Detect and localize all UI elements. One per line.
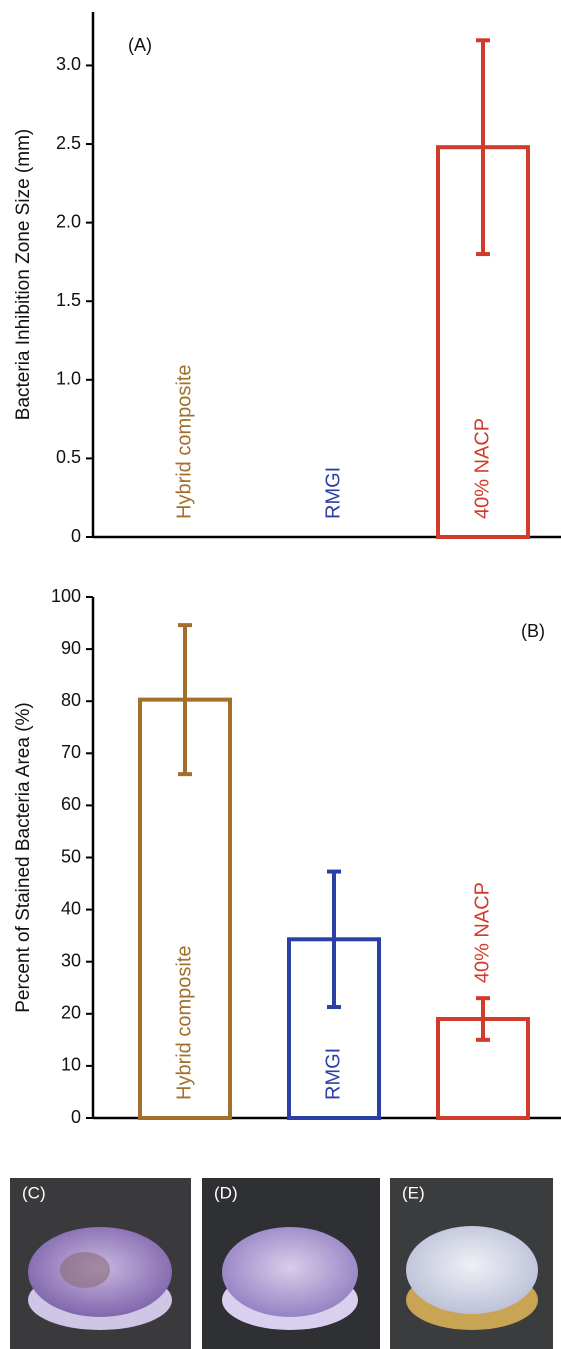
panel-label: (D) bbox=[214, 1183, 238, 1202]
panel-label: (E) bbox=[402, 1183, 425, 1202]
y-tick-label: 60 bbox=[61, 794, 81, 814]
y-tick-label: 2.5 bbox=[56, 133, 81, 153]
category-label: 40% NACP bbox=[471, 882, 493, 983]
category-label: Hybrid composite bbox=[173, 364, 195, 519]
y-tick-label: 1.0 bbox=[56, 369, 81, 389]
category-label: Hybrid composite bbox=[173, 945, 195, 1100]
y-tick-label: 0 bbox=[71, 526, 81, 546]
photo-e: (E) bbox=[390, 1178, 553, 1349]
y-tick-label: 1.5 bbox=[56, 290, 81, 310]
y-tick-label: 0 bbox=[71, 1107, 81, 1127]
photo-d: (D) bbox=[202, 1178, 380, 1349]
annotation: (B) bbox=[521, 621, 545, 641]
y-tick-label: 90 bbox=[61, 638, 81, 658]
y-tick-label: 70 bbox=[61, 742, 81, 762]
y-tick-label: 20 bbox=[61, 1003, 81, 1023]
y-tick-label: 2.0 bbox=[56, 211, 81, 231]
photo-c: (C) bbox=[10, 1178, 191, 1349]
category-label: RMGI bbox=[322, 1048, 344, 1100]
y-tick-label: 10 bbox=[61, 1055, 81, 1075]
y-tick-label: 40 bbox=[61, 898, 81, 918]
y-tick-label: 80 bbox=[61, 690, 81, 710]
y-tick-label: 30 bbox=[61, 950, 81, 970]
panel-label: (C) bbox=[22, 1183, 46, 1202]
y-tick-label: 100 bbox=[51, 586, 81, 606]
y-tick-label: 0.5 bbox=[56, 447, 81, 467]
y-axis-label: Bacteria Inhibition Zone Size (mm) bbox=[13, 129, 34, 420]
category-label: 40% NACP bbox=[471, 418, 493, 519]
y-tick-label: 3.0 bbox=[56, 54, 81, 74]
y-axis-label: Percent of Stained Bacteria Area (%) bbox=[13, 702, 34, 1013]
category-label: RMGI bbox=[322, 467, 344, 519]
y-tick-label: 50 bbox=[61, 846, 81, 866]
annotation: (A) bbox=[128, 35, 152, 55]
